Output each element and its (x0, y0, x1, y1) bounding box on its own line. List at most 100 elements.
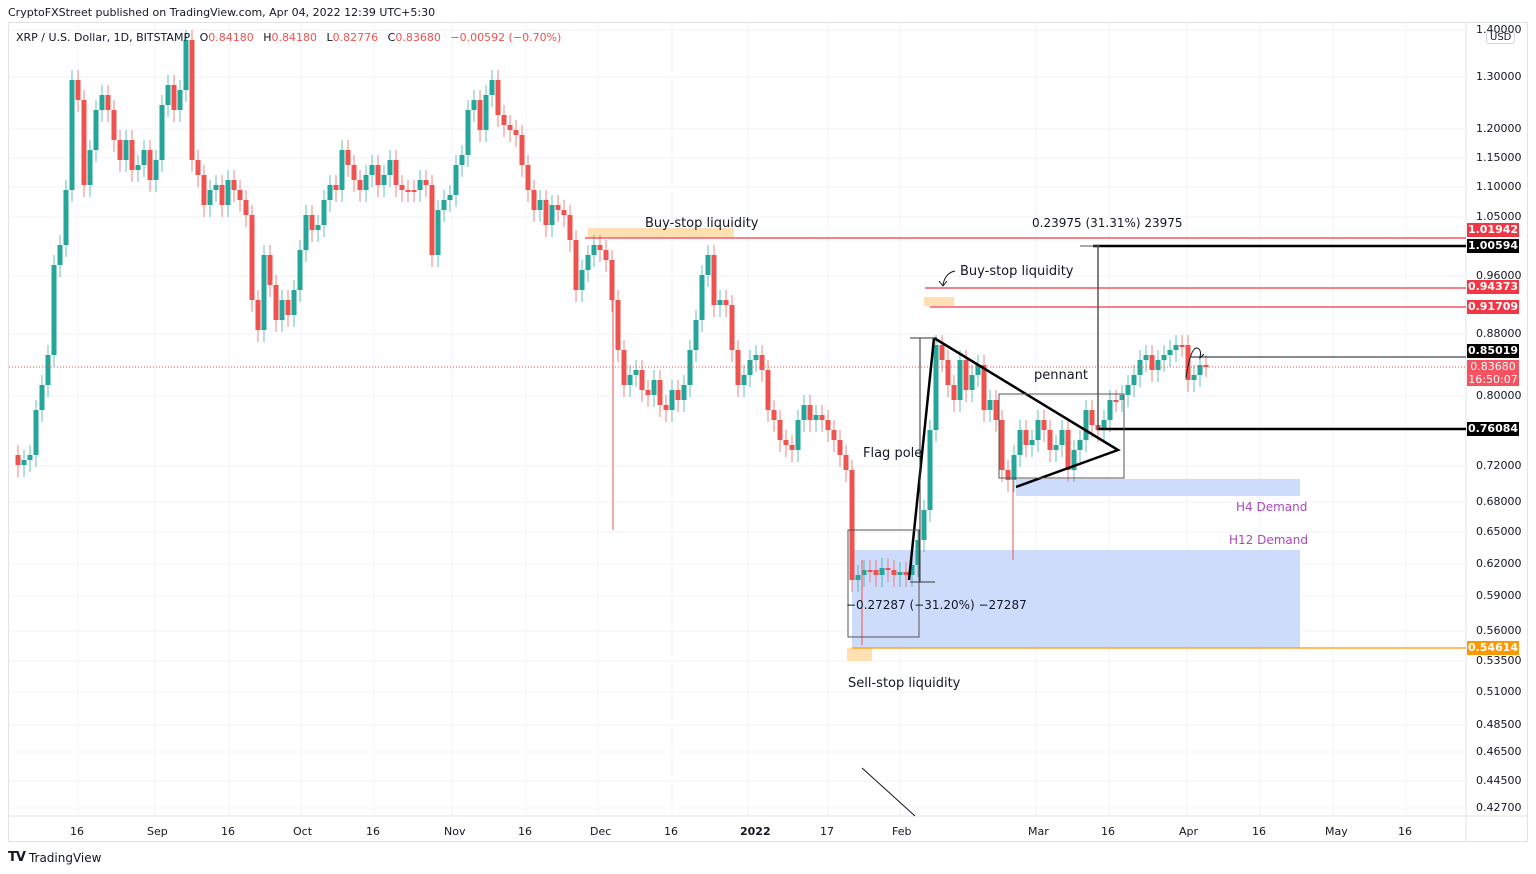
candle-body (867, 570, 873, 572)
candle-body (843, 455, 849, 470)
candle-body (801, 405, 807, 420)
candle-body (279, 300, 285, 320)
time-tick: 16 (518, 825, 532, 838)
low-value: 0.82776 (332, 31, 379, 44)
candle-body (141, 150, 147, 165)
price-tag: 0.54614 (1467, 641, 1519, 655)
candle-body (1173, 345, 1179, 350)
candle-body (1191, 375, 1197, 380)
candle-body (117, 140, 123, 160)
price-tag: 0.91709 (1467, 300, 1519, 314)
candle-body (285, 300, 291, 315)
pennant-triangle (933, 336, 1121, 489)
time-tick: 16 (1398, 825, 1412, 838)
candle-body (1161, 355, 1167, 360)
price-tick: 1.30000 (1476, 70, 1522, 83)
candle-body (837, 440, 843, 455)
pennant-box (998, 393, 1125, 479)
candle-body (1119, 395, 1125, 400)
candle-body (459, 155, 465, 165)
candle-body (1077, 440, 1083, 450)
candle-body (879, 568, 885, 575)
tradingview-logo[interactable]: TV TradingView (8, 850, 101, 865)
candle-body (753, 355, 759, 360)
candle-body (993, 400, 999, 420)
candle-body (123, 140, 129, 160)
candle-body (1131, 375, 1137, 385)
candle-body (657, 380, 663, 405)
candle-body (645, 390, 651, 395)
candle-body (303, 215, 309, 250)
buy-stop-zone-2 (924, 297, 954, 306)
candle-body (555, 205, 561, 210)
h4-demand-label: H4 Demand (1236, 500, 1308, 514)
candle-body (399, 185, 405, 190)
time-tick: Dec (590, 825, 612, 838)
price-tick: 0.88000 (1476, 327, 1522, 340)
buy-stop-label-1: Buy-stop liquidity (645, 216, 759, 231)
candle-body (171, 85, 177, 110)
candle-body (147, 150, 153, 180)
time-tick: 16 (70, 825, 84, 838)
low-label: L (326, 31, 333, 44)
candle-body (549, 205, 555, 225)
currency-badge[interactable]: USD (1486, 31, 1516, 44)
candle-body (945, 360, 951, 385)
high-value: 0.84180 (271, 31, 318, 44)
price-tick: 0.48500 (1476, 718, 1522, 731)
measure-up-label: 0.23975 (31.31%) 23975 (1032, 216, 1183, 230)
candle-body (1107, 400, 1113, 420)
price-tick: 0.68000 (1476, 495, 1522, 508)
candle-body (933, 345, 939, 430)
time-tick: 16 (366, 825, 380, 838)
candle-body (603, 250, 609, 260)
candle-body (93, 110, 99, 150)
candle-body (363, 175, 369, 190)
candle-body (51, 265, 57, 355)
candle-body (717, 300, 723, 305)
candle-body (765, 370, 771, 410)
candle-body (159, 105, 165, 160)
candle-body (405, 190, 411, 192)
candle-body (567, 215, 573, 240)
candle-body (1155, 360, 1161, 370)
price-tick: 0.44500 (1476, 774, 1522, 787)
candle-body (675, 390, 681, 400)
measure-down-box (847, 529, 920, 638)
candle-body (45, 355, 51, 385)
candle-body (969, 375, 975, 390)
price-tick: 0.46500 (1476, 745, 1522, 758)
close-value: 0.83680 (395, 31, 441, 44)
candle-body (447, 195, 453, 200)
candle-body (711, 255, 717, 305)
chart-frame (8, 22, 1528, 842)
candle-body (909, 565, 915, 575)
candle-body (255, 300, 261, 330)
price-tick: 0.72000 (1476, 459, 1522, 472)
buy-stop-zone-1 (588, 228, 734, 237)
candle-body (927, 430, 933, 510)
candle-body (69, 80, 75, 190)
h4-demand-zone (1016, 479, 1300, 496)
price-tag: 0.83680 16:50:07 (1467, 360, 1519, 386)
candle-body (195, 160, 201, 175)
tradingview-icon: TV (8, 850, 26, 865)
candle-body (903, 572, 909, 575)
candle-body (1011, 455, 1017, 480)
symbol-name[interactable]: XRP / U.S. Dollar, 1D, BITSTAMP (16, 31, 191, 44)
symbol-legend: XRP / U.S. Dollar, 1D, BITSTAMP O0.84180… (16, 31, 561, 44)
candle-body (1083, 410, 1089, 440)
candle-body (861, 570, 867, 575)
candle-body (111, 110, 117, 140)
candle-body (825, 420, 831, 430)
candle-body (819, 415, 825, 420)
candle-body (921, 510, 927, 540)
candle-body (189, 40, 195, 160)
drawing-line (861, 767, 916, 817)
price-tag: 1.01942 (1467, 223, 1519, 237)
candle-body (297, 250, 303, 290)
candle-body (1089, 410, 1095, 425)
candle-body (321, 200, 327, 225)
candle-body (441, 200, 447, 210)
